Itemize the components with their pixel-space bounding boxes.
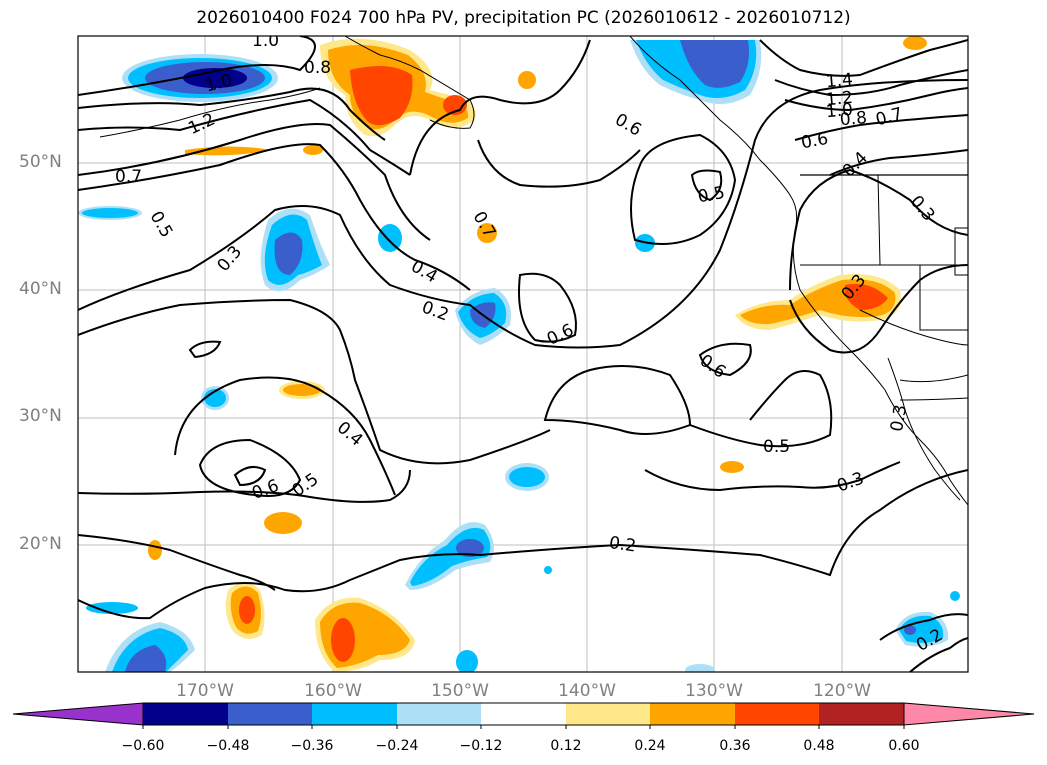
- colorbar-cell: [650, 703, 735, 725]
- contour-label: 1.0: [252, 31, 279, 51]
- lon-label: 170°W: [176, 681, 234, 701]
- colorbar-tick: 0.36: [719, 738, 750, 754]
- lat-label: 30°N: [19, 406, 62, 426]
- contour-label: 1.0: [825, 100, 854, 122]
- colorbar-tick: −0.48: [207, 738, 250, 754]
- lat-label: 20°N: [19, 534, 62, 554]
- colorbar-cell: [481, 703, 566, 725]
- colorbar-cell: [819, 703, 904, 725]
- lat-label: 50°N: [19, 152, 62, 172]
- contour-label: 0.8: [304, 58, 331, 78]
- contour-label: 0.2: [608, 533, 638, 557]
- colorbar-over: [903, 702, 1035, 726]
- pv-contours: [78, 36, 968, 672]
- colorbar: −0.60 −0.48 −0.36 −0.24 −0.12 0.12 0.24 …: [12, 702, 1035, 754]
- lon-label: 130°W: [685, 681, 743, 701]
- colorbar-cell: [143, 703, 228, 725]
- contour-label: 0.5: [763, 437, 790, 457]
- contour-label: 0.3: [887, 403, 911, 433]
- contour-label: 0.7: [115, 167, 142, 187]
- colorbar-cell: [312, 703, 397, 725]
- coastlines: [99, 36, 968, 506]
- contour-label: 1.4: [825, 70, 854, 92]
- lon-label: 160°W: [304, 681, 362, 701]
- contour-label: 0.8: [839, 108, 868, 130]
- colorbar-tick: 0.12: [550, 738, 581, 754]
- colorbar-tick: −0.36: [291, 738, 334, 754]
- colorbar-tick: −0.12: [460, 738, 503, 754]
- colorbar-cell: [228, 703, 312, 725]
- colorbar-cell: [735, 703, 819, 725]
- colorbar-tick: 0.48: [803, 738, 834, 754]
- colorbar-tick: 0.24: [634, 738, 665, 754]
- colorbar-cell: [566, 703, 650, 725]
- contour-label: 0.6: [800, 129, 830, 153]
- map-frame: [77, 35, 969, 673]
- lon-label: 120°W: [813, 681, 871, 701]
- colorbar-tick: 0.60: [888, 738, 919, 754]
- lon-label: 150°W: [431, 681, 489, 701]
- colorbar-under: [12, 702, 144, 726]
- lon-label: 140°W: [558, 681, 616, 701]
- lat-label: 40°N: [19, 279, 62, 299]
- colorbar-tick: −0.60: [122, 738, 165, 754]
- map-title: 2026010400 F024 700 hPa PV, precipitatio…: [196, 8, 851, 28]
- contour-label: 0.5: [696, 183, 726, 207]
- contour-label: 1.2: [825, 88, 854, 110]
- colorbar-tick: −0.24: [376, 738, 419, 754]
- colorbar-cell: [397, 703, 481, 725]
